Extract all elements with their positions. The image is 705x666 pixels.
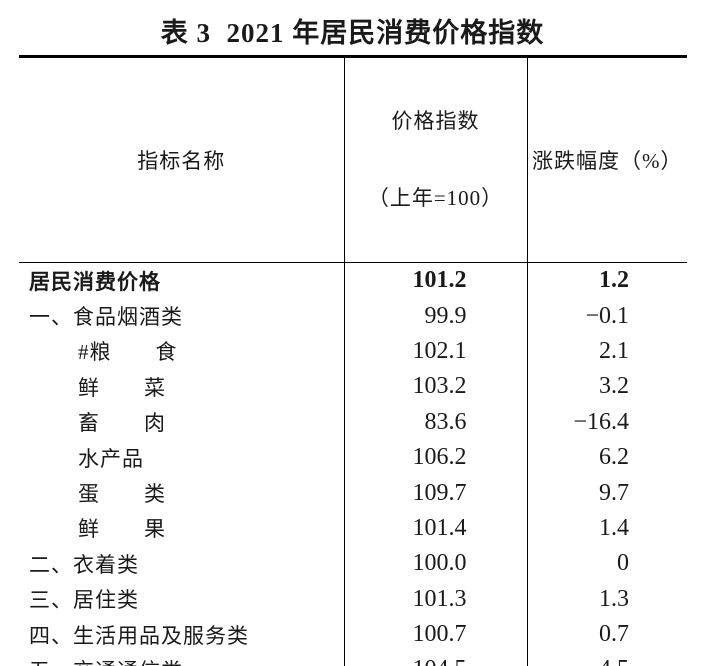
table-row: 鲜 果 101.4 1.4: [19, 510, 687, 547]
column-header-indicator: 指标名称: [19, 56, 344, 263]
indicator-name-cell: 鲜 菜: [78, 375, 166, 400]
price-index-cell: 103.2: [343, 369, 527, 405]
cpi-table: 指标名称 价格指数 （上年=100） 涨跌幅度（%） 居民消费价格 101.2 …: [19, 55, 687, 666]
price-index-cell: 99.9: [343, 298, 527, 334]
price-index-cell: 100.0: [343, 546, 527, 582]
column-header-price-index-line2: （上年=100）: [367, 186, 504, 210]
table-title: 表 3 2021 年居民消费价格指数: [160, 18, 545, 48]
column-header-price-index-line1: 价格指数: [391, 109, 480, 133]
change-cell: −16.4: [526, 404, 687, 440]
table-body: 居民消费价格 101.2 1.2 一、食品烟酒类 99.9 −0.1 #粮 食 …: [19, 262, 687, 666]
indicator-name-cell: 鲜 果: [78, 517, 166, 542]
table-row-cpi-total: 居民消费价格 101.2 1.2: [19, 262, 687, 299]
price-index-cell: 83.6: [343, 404, 527, 440]
change-cell: −0.1: [526, 298, 687, 334]
table-row: 二、衣着类 100.0 0: [19, 546, 687, 582]
table-row: 五、交通通信类 104.5 4.5: [19, 652, 687, 666]
indicator-name-cell: 五、交通通信类: [19, 652, 344, 666]
price-index-cell: 106.2: [343, 439, 527, 476]
price-index-cell: 101.2: [343, 262, 527, 299]
indicator-name-cell: 二、衣着类: [29, 552, 139, 577]
change-cell: 6.2: [526, 439, 687, 476]
indicator-name-cell: 三、居住类: [29, 588, 139, 613]
indicator-name-cell: 畜 肉: [78, 411, 166, 436]
price-index-cell: 109.7: [343, 475, 527, 511]
change-cell: 1.3: [526, 581, 687, 617]
change-cell: 1.4: [526, 510, 687, 547]
indicator-name-cell: #粮 食: [78, 340, 178, 365]
price-index-cell: 101.4: [343, 510, 527, 547]
change-cell: 0.7: [526, 616, 687, 653]
column-header-change: 涨跌幅度（%）: [526, 56, 687, 263]
price-index-cell: 100.7: [343, 616, 527, 653]
indicator-name-cell: 水产品: [78, 446, 144, 471]
table-row: 一、食品烟酒类 99.9 −0.1: [19, 298, 687, 334]
change-cell: 1.2: [526, 262, 687, 299]
price-index-cell: 101.3: [343, 581, 527, 617]
table-row: 鲜 菜 103.2 3.2: [19, 369, 687, 405]
table-row: 水产品 106.2 6.2: [19, 439, 687, 476]
indicator-name-cell: 居民消费价格: [29, 269, 161, 294]
table-row: 四、生活用品及服务类 100.7 0.7: [19, 616, 687, 653]
table-row: 三、居住类 101.3 1.3: [19, 581, 687, 617]
column-header-price-index: 价格指数 （上年=100）: [343, 56, 527, 263]
header-row: 指标名称 价格指数 （上年=100） 涨跌幅度（%）: [19, 56, 687, 263]
change-cell: 2.1: [526, 333, 687, 370]
table-row: #粮 食 102.1 2.1: [19, 333, 687, 370]
price-index-cell: 102.1: [343, 333, 527, 370]
change-cell: 0: [526, 546, 687, 582]
table-row: 蛋 类 109.7 9.7: [19, 475, 687, 511]
indicator-name-cell: 四、生活用品及服务类: [29, 623, 249, 648]
table-header: 指标名称 价格指数 （上年=100） 涨跌幅度（%）: [19, 56, 687, 263]
change-cell: 9.7: [526, 475, 687, 511]
indicator-name-cell: 蛋 类: [78, 482, 166, 507]
change-cell: 4.5: [526, 652, 687, 666]
price-index-cell: 104.5: [343, 652, 527, 666]
table-row: 畜 肉 83.6 −16.4: [19, 404, 687, 440]
change-cell: 3.2: [526, 369, 687, 405]
indicator-name-cell: 一、食品烟酒类: [29, 305, 183, 330]
